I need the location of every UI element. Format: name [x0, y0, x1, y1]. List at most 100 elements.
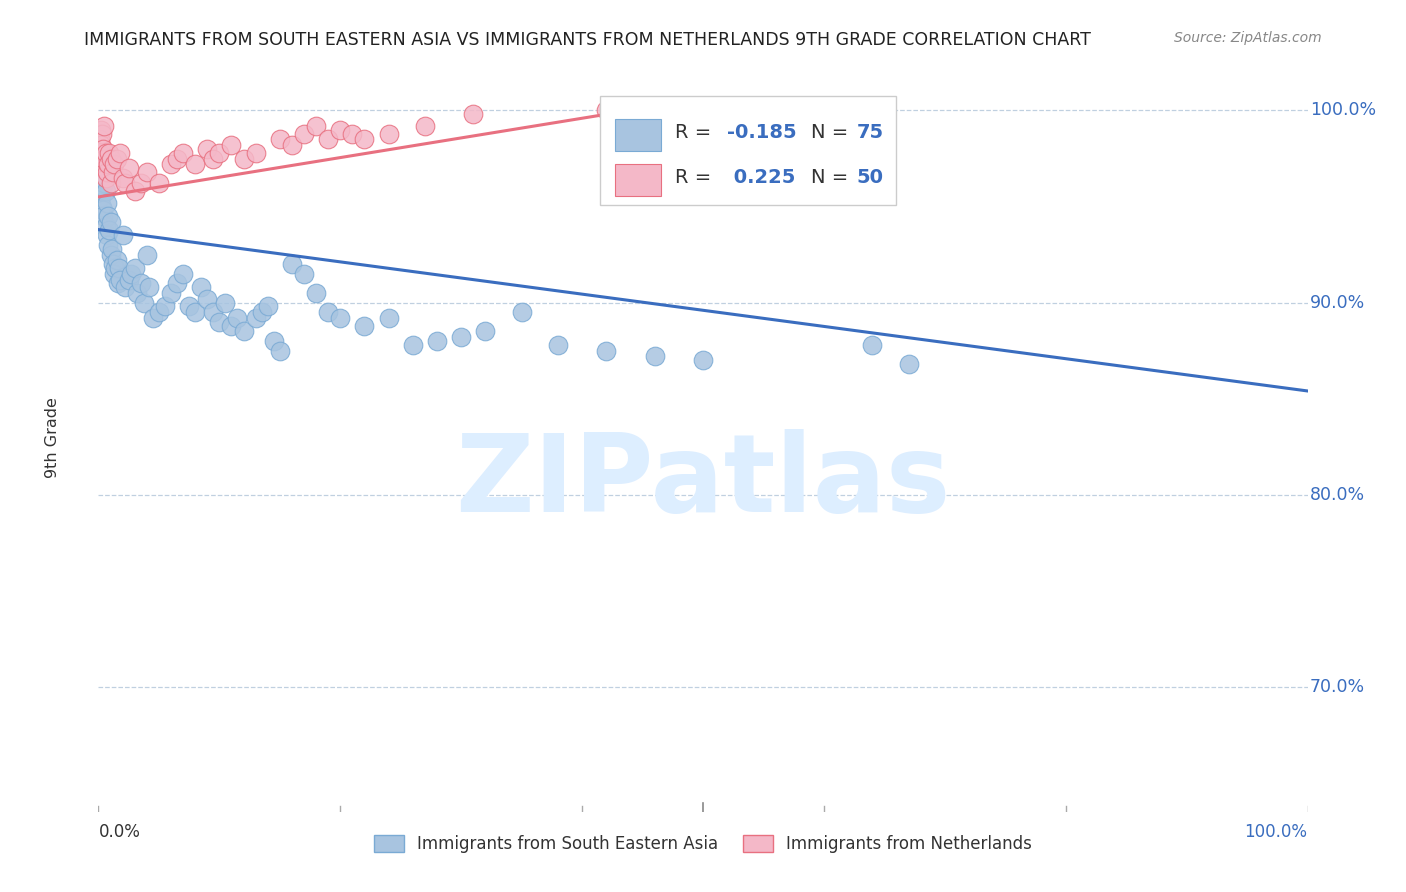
Point [100, 242, 122, 256]
Point [426, 334, 449, 348]
Point [96, 228, 118, 243]
Point [93, 152, 115, 166]
Point [463, 107, 485, 121]
Point [105, 152, 128, 166]
Point [353, 132, 375, 146]
Point [148, 177, 170, 191]
Point [292, 127, 315, 141]
Text: 80.0%: 80.0% [1310, 486, 1365, 504]
Text: 50: 50 [856, 169, 883, 187]
Point [96, 195, 118, 210]
Point [91, 203, 114, 218]
Point [281, 138, 304, 153]
Point [94, 219, 117, 233]
Point [97, 157, 120, 171]
Point [129, 177, 152, 191]
Point [104, 260, 127, 275]
Point [103, 267, 125, 281]
Point [329, 122, 352, 136]
Point [97, 238, 120, 252]
Point [108, 145, 131, 160]
Point [190, 280, 212, 294]
Point [89, 170, 111, 185]
Point [90, 122, 112, 136]
Text: R =: R = [675, 169, 717, 187]
Point [124, 184, 146, 198]
Point [377, 310, 399, 325]
Point [101, 257, 124, 271]
Point [897, 357, 920, 371]
Point [111, 170, 134, 185]
Point [108, 260, 131, 275]
Point [90, 190, 112, 204]
Point [94, 184, 117, 198]
Point [91, 161, 114, 175]
Point [100, 177, 122, 191]
Point [94, 145, 117, 160]
Point [413, 119, 436, 133]
Point [114, 177, 136, 191]
Point [91, 184, 114, 198]
Point [153, 300, 176, 314]
Text: 90.0%: 90.0% [1310, 293, 1365, 311]
Point [127, 285, 149, 300]
Point [142, 310, 165, 325]
Point [93, 161, 115, 175]
Point [208, 145, 231, 160]
Point [100, 247, 122, 261]
Point [148, 305, 170, 319]
Point [98, 222, 121, 236]
Text: N =: N = [811, 123, 853, 143]
Point [184, 305, 207, 319]
Point [316, 305, 339, 319]
Point [118, 272, 141, 286]
Text: 9th Grade: 9th Grade [45, 397, 60, 477]
Point [90, 180, 112, 194]
Point [256, 300, 278, 314]
Point [292, 267, 315, 281]
Point [329, 310, 352, 325]
Point [305, 119, 328, 133]
Text: -0.185: -0.185 [727, 123, 797, 143]
Point [214, 295, 236, 310]
Point [100, 152, 122, 166]
Point [111, 228, 134, 243]
FancyBboxPatch shape [614, 120, 661, 151]
Point [474, 325, 496, 339]
Point [160, 157, 183, 171]
Point [226, 310, 249, 325]
Point [89, 145, 111, 160]
Point [98, 145, 121, 160]
Text: 100.0%: 100.0% [1244, 823, 1308, 841]
Point [510, 305, 533, 319]
Point [245, 310, 267, 325]
Point [221, 138, 243, 153]
Point [96, 165, 118, 179]
Point [120, 267, 142, 281]
Point [595, 343, 617, 358]
Point [208, 315, 231, 329]
Text: 0.0%: 0.0% [98, 823, 141, 841]
Text: 100.0%: 100.0% [1310, 102, 1376, 120]
Point [305, 285, 328, 300]
Point [263, 334, 285, 348]
Point [166, 277, 188, 291]
Point [402, 338, 425, 352]
Point [93, 177, 115, 191]
Point [135, 165, 157, 179]
Point [353, 318, 375, 333]
Point [232, 152, 254, 166]
Legend: Immigrants from South Eastern Asia, Immigrants from Netherlands: Immigrants from South Eastern Asia, Immi… [367, 828, 1039, 860]
Point [129, 277, 152, 291]
Point [860, 338, 883, 352]
Point [124, 260, 146, 275]
Point [184, 157, 207, 171]
Text: 0.225: 0.225 [727, 169, 796, 187]
Text: ZIPatlas: ZIPatlas [456, 429, 950, 535]
Point [107, 277, 129, 291]
FancyBboxPatch shape [614, 164, 661, 196]
Point [103, 157, 125, 171]
Point [269, 343, 291, 358]
Point [172, 145, 194, 160]
Point [281, 257, 304, 271]
